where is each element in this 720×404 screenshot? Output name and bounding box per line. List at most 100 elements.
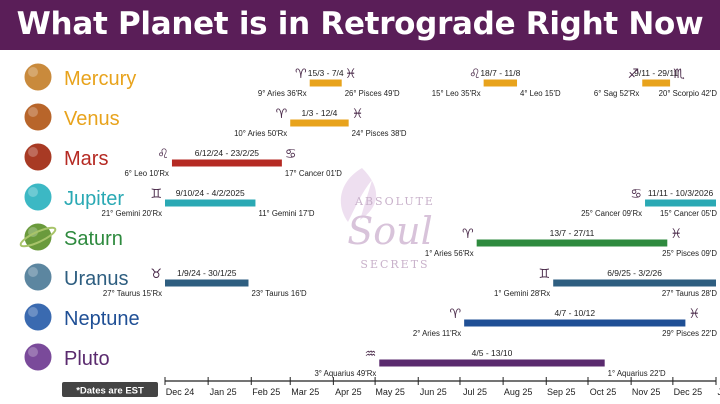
mercury-retrograde-dates: 15/3 - 7/4 (308, 68, 344, 78)
saturn-end-sign-icon: ♓ (670, 227, 682, 242)
uranus-start-sign-icon: ♊ (539, 267, 551, 282)
watermark-text-middle: Soul (347, 209, 433, 253)
saturn-ring-icon (19, 226, 57, 248)
neptune-icon-highlight (28, 307, 38, 317)
page-title: What Planet is in Retrograde Right Now (16, 6, 704, 42)
x-axis-tick-label: Sep 25 (547, 387, 576, 397)
jupiter-icon (23, 182, 53, 212)
uranus-retrograde-bar (165, 279, 249, 287)
jupiter-start-position: 21° Gemini 20'Rx (101, 209, 162, 218)
planet-name-mercury: Mercury (64, 68, 136, 90)
mercury-end-sign-icon: ♓ (345, 67, 357, 82)
jupiter-retrograde-bar (645, 199, 716, 207)
uranus-start-sign-icon: ♉ (150, 267, 162, 282)
uranus-start-position: 27° Taurus 15'Rx (103, 289, 162, 298)
uranus-icon (23, 262, 53, 292)
mercury-end-position: 20° Scorpio 42'D (659, 89, 718, 98)
mercury-icon (23, 62, 53, 92)
saturn-end-position: 25° Pisces 09'D (662, 249, 717, 258)
venus-end-position: 24° Pisces 38'D (352, 129, 407, 138)
watermark-text-bottom: SECRETS (360, 258, 429, 271)
mars-icon-highlight (28, 147, 38, 157)
mercury-start-position: 15° Leo 35'Rx (432, 89, 481, 98)
uranus-end-position: 27° Taurus 28'D (662, 289, 718, 298)
neptune-icon (23, 302, 53, 332)
mercury-retrograde-dates: 18/7 - 11/8 (480, 68, 520, 78)
neptune-end-position: 29° Pisces 22'D (662, 329, 717, 338)
mercury-end-sign-icon: ♏ (673, 67, 685, 82)
planet-name-neptune: Neptune (64, 308, 140, 330)
planet-name-uranus: Uranus (64, 268, 128, 290)
footnote-box (62, 382, 158, 397)
uranus-retrograde-dates: 1/9/24 - 30/1/25 (177, 268, 237, 278)
mercury-start-sign-icon: ♈ (295, 67, 307, 82)
watermark-text-top: ABSOLUTE (354, 195, 435, 208)
saturn-retrograde-dates: 13/7 - 27/11 (550, 228, 595, 238)
venus-start-position: 10° Aries 50'Rx (234, 129, 287, 138)
footnote-text: *Dates are EST (76, 386, 144, 397)
x-axis-tick-label: Feb 25 (252, 387, 280, 397)
mercury-end-position: 26° Pisces 49'D (345, 89, 400, 98)
pluto-end-position: 1° Aquarius 22'D (608, 369, 666, 378)
uranus-end-position: 23° Taurus 16'D (251, 289, 307, 298)
mars-end-position: 17° Cancer 01'D (285, 169, 342, 178)
planet-name-saturn: Saturn (64, 228, 123, 250)
uranus-retrograde-dates: 6/9/25 - 3/2/26 (607, 268, 662, 278)
venus-start-sign-icon: ♈ (276, 107, 288, 122)
uranus-start-position: 1° Gemini 28'Rx (494, 289, 550, 298)
mercury-start-sign-icon: ♐ (628, 67, 640, 82)
mercury-start-position: 9° Aries 36'Rx (258, 89, 307, 98)
venus-icon-highlight (28, 107, 38, 117)
jupiter-start-position: 25° Cancer 09'Rx (581, 209, 642, 218)
mercury-retrograde-bar (642, 79, 671, 87)
pluto-start-sign-icon: ♒ (365, 347, 377, 362)
jupiter-icon-highlight (28, 187, 38, 197)
x-axis-tick-label: Dec 24 (166, 387, 195, 397)
planet-name-pluto: Pluto (64, 348, 110, 370)
mars-start-position: 6° Leo 10'Rx (124, 169, 169, 178)
planet-name-mars: Mars (64, 148, 108, 170)
jupiter-retrograde-dates: 9/10/24 - 4/2/2025 (176, 188, 245, 198)
planet-name-jupiter: Jupiter (64, 188, 124, 210)
x-axis-tick-label: Mar 25 (291, 387, 319, 397)
saturn-start-position: 1° Aries 56'Rx (425, 249, 474, 258)
x-axis-tick-label: Jul 25 (463, 387, 487, 397)
pluto-start-position: 3° Aquarius 49'Rx (314, 369, 376, 378)
venus-end-sign-icon: ♓ (352, 107, 364, 122)
mercury-icon-highlight (28, 67, 38, 77)
neptune-end-sign-icon: ♓ (688, 307, 700, 322)
neptune-retrograde-dates: 4/7 - 10/12 (554, 308, 595, 318)
x-axis-tick-label: Apr 25 (335, 387, 362, 397)
pluto-retrograde-dates: 4/5 - 13/10 (472, 348, 513, 358)
mars-retrograde-dates: 6/12/24 - 23/2/25 (195, 148, 260, 158)
x-axis-tick-label: Nov 25 (632, 387, 661, 397)
jupiter-retrograde-dates: 11/11 - 10/3/2026 (648, 188, 714, 198)
neptune-start-position: 2° Aries 11'Rx (413, 329, 461, 338)
neptune-start-sign-icon: ♈ (449, 307, 461, 322)
jupiter-start-sign-icon: ♊ (150, 187, 162, 202)
mars-retrograde-bar (171, 159, 282, 167)
jupiter-end-position: 15° Cancer 05'D (660, 209, 717, 218)
mars-end-sign-icon: ♋ (285, 147, 297, 162)
mars-icon (23, 142, 53, 172)
venus-retrograde-dates: 1/3 - 12/4 (301, 108, 337, 118)
x-axis-tick-label: Jan 26 (717, 387, 720, 397)
mercury-start-sign-icon: ♌ (469, 67, 481, 82)
saturn-start-sign-icon: ♈ (462, 227, 474, 242)
uranus-retrograde-bar (553, 279, 716, 287)
mercury-end-position: 4° Leo 15'D (520, 89, 561, 98)
saturn-retrograde-bar (476, 239, 668, 247)
planet-name-venus: Venus (64, 108, 120, 130)
venus-icon (23, 102, 53, 132)
venus-retrograde-bar (290, 119, 349, 127)
header-banner: What Planet is in Retrograde Right Now (0, 0, 720, 50)
x-axis-tick-label: Jun 25 (420, 387, 447, 397)
jupiter-start-sign-icon: ♋ (630, 187, 642, 202)
x-axis-tick-label: Dec 25 (674, 387, 703, 397)
x-axis-tick-label: Oct 25 (590, 387, 617, 397)
jupiter-end-position: 11° Gemini 17'D (258, 209, 314, 218)
watermark-feather (340, 168, 377, 222)
mars-start-sign-icon: ♌ (157, 147, 169, 162)
pluto-icon-highlight (28, 347, 38, 357)
